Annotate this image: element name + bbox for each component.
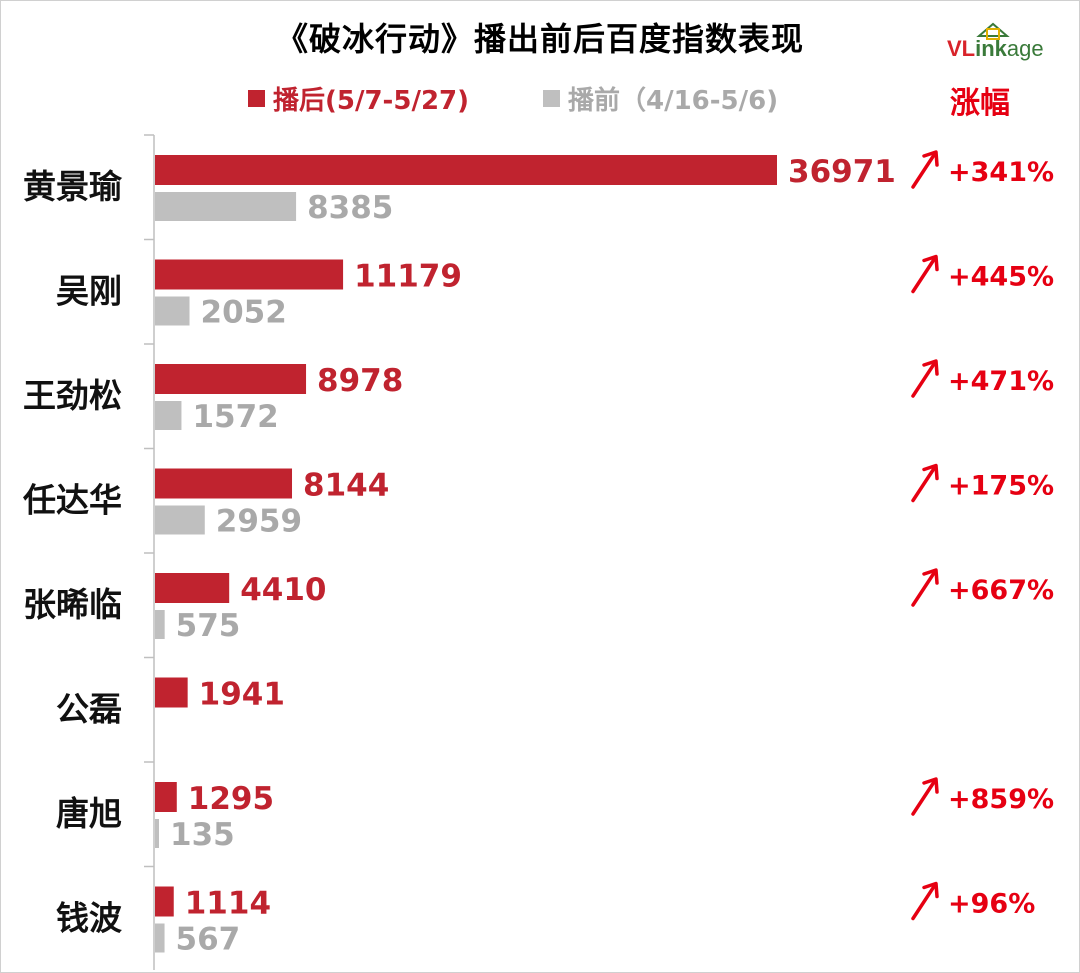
bar-after [155, 886, 174, 917]
legend-after: 播后(5/7-5/27) [248, 80, 469, 116]
change-label: +341% [948, 157, 1054, 188]
change-label: +175% [948, 471, 1054, 502]
value-label-before: 135 [170, 817, 235, 853]
legend-before-swatch [543, 89, 560, 107]
value-label-after: 1114 [185, 886, 271, 922]
arrow-head-icon [922, 881, 939, 899]
category-label: 公磊 [56, 690, 122, 729]
bar-after [155, 155, 777, 185]
bar-before [155, 401, 182, 430]
vlinkage-logo: VLinkage [947, 22, 1065, 68]
bar-after [155, 468, 293, 499]
chart-title: 《破冰行动》播出前后百度指数表现 [275, 20, 804, 58]
category-label: 吴刚 [56, 272, 122, 311]
value-label-before: 567 [176, 922, 241, 958]
arrow-head-icon [922, 254, 939, 272]
change-label: +471% [948, 366, 1054, 397]
bar-after [155, 573, 230, 603]
category-label: 任达华 [23, 481, 122, 520]
bar-after [155, 677, 188, 708]
value-label-after: 4410 [240, 572, 326, 608]
value-label-after: 1295 [188, 781, 274, 817]
change-label: +859% [948, 784, 1054, 815]
legend-before: 播前（4/16-5/6) [543, 80, 778, 116]
arrow-head-icon [922, 150, 939, 167]
bar-before [155, 923, 165, 953]
logo-text: VLinkage [947, 36, 1044, 61]
value-label-before: 575 [176, 608, 241, 644]
bar-after [155, 782, 177, 812]
arrow-head-icon [922, 463, 939, 481]
change-label: +445% [948, 262, 1054, 293]
category-label: 王劲松 [23, 376, 122, 415]
value-label-after: 8978 [317, 363, 403, 399]
bar-after [155, 364, 307, 394]
value-label-after: 8144 [303, 468, 389, 504]
up-arrow-icon [911, 466, 936, 503]
up-arrow-icon [911, 884, 936, 921]
house-logo-icon [976, 22, 1010, 40]
legend-after-label: 播后(5/7-5/27) [273, 85, 470, 116]
value-label-before: 1572 [192, 399, 278, 435]
change-label: +96% [948, 889, 1035, 920]
change-header: 涨幅 [950, 86, 1010, 121]
up-arrow-icon [911, 571, 936, 607]
change-label: +667% [948, 575, 1054, 606]
category-label: 黄景瑜 [23, 167, 123, 206]
bar-before [155, 819, 159, 848]
category-label: 张晞临 [23, 585, 122, 624]
bar-before [155, 296, 190, 326]
arrow-head-icon [922, 568, 939, 585]
category-label: 钱波 [56, 899, 122, 938]
arrow-head-icon [922, 359, 939, 376]
value-label-after: 1941 [199, 677, 285, 713]
bar-after [155, 259, 344, 290]
bar-before [155, 505, 205, 535]
value-label-after: 11179 [354, 259, 462, 295]
value-label-after: 36971 [788, 154, 896, 190]
legend-after-swatch [248, 89, 265, 107]
bar-before [155, 192, 297, 221]
value-label-before: 8385 [307, 190, 393, 226]
up-arrow-icon [911, 153, 936, 189]
up-arrow-icon [911, 780, 936, 816]
value-label-before: 2052 [201, 295, 287, 331]
up-arrow-icon [911, 362, 936, 398]
arrow-head-icon [922, 777, 939, 794]
bar-before [155, 610, 165, 639]
category-label: 唐旭 [56, 794, 122, 833]
value-label-before: 2959 [216, 504, 302, 540]
up-arrow-icon [911, 257, 936, 294]
legend-before-label: 播前（4/16-5/6) [568, 85, 779, 116]
